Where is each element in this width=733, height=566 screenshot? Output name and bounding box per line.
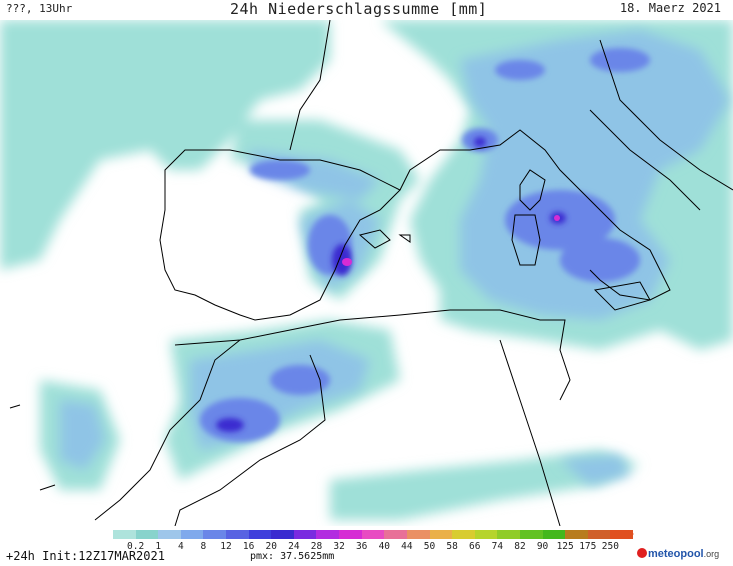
scale-tick-label: 1 [155, 541, 162, 552]
scale-segment [135, 530, 159, 539]
forecast-date: 18. Maerz 2021 [619, 1, 721, 15]
scale-tick-label: 24 [288, 541, 300, 552]
scale-segment [497, 530, 520, 539]
scale-tick-label: 250 [601, 541, 619, 552]
scale-tick-label: 125 [556, 541, 574, 552]
scale-tick-label: 90 [536, 541, 549, 552]
scale-segment [406, 530, 430, 539]
scale-segment [452, 530, 475, 539]
color-scale-bar [113, 530, 634, 539]
precip-layer-heavy [216, 137, 566, 432]
scale-tick-label: 40 [378, 541, 391, 552]
precipitation-map [0, 20, 733, 526]
scale-segment [565, 530, 588, 539]
scale-tick-label: 32 [333, 541, 345, 552]
logo-suffix: .org [703, 549, 720, 559]
scale-tick-label: 66 [469, 541, 481, 552]
scale-segment [542, 530, 566, 539]
scale-tick-label: 0.2 [127, 541, 145, 552]
logo-dot-icon [637, 548, 647, 558]
scale-tick-label: 36 [355, 541, 368, 552]
scale-segment [519, 530, 543, 539]
scale-overflow-arrow [628, 530, 634, 538]
map-title: 24h Niederschlagssumme [mm] [230, 0, 488, 18]
scale-tick-label: 50 [423, 541, 436, 552]
scale-segment [113, 530, 136, 539]
scale-segment [226, 530, 249, 539]
scale-tick-label: 44 [401, 541, 413, 552]
valid-time-label: ???, 13Uhr [6, 2, 73, 15]
scale-segment [248, 530, 272, 539]
scale-tick-label: 58 [446, 541, 458, 552]
scale-segment [339, 530, 362, 539]
scale-tick-label: 82 [514, 541, 526, 552]
scale-segment [587, 530, 611, 539]
coastlines [9, 20, 733, 526]
scale-tick-label: 20 [265, 541, 277, 552]
scale-segment [610, 530, 634, 539]
scale-segment [429, 530, 453, 539]
scale-segment [271, 530, 294, 539]
scale-segment [316, 530, 340, 539]
scale-segment [158, 530, 181, 539]
scale-tick-label: 4 [177, 541, 184, 552]
color-scale-ticks: 0.2 1 4 8 12 16 20 24 28 32 36 40 44 50 58 66 74 82 90 125 1… [104, 541, 644, 553]
meteopool-logo: meteopool.org [637, 548, 719, 560]
logo-text: meteopool [648, 548, 704, 560]
scale-tick-label: 175 [579, 541, 597, 552]
scale-tick-label: 8 [200, 541, 207, 552]
scale-segment [203, 530, 227, 539]
scale-segment [384, 530, 407, 539]
scale-segment [293, 530, 317, 539]
scale-segment [474, 530, 498, 539]
max-precip-label: pmx: 37.5625mm [250, 551, 335, 562]
scale-tick-label: 16 [242, 541, 255, 552]
scale-tick-label: 74 [491, 541, 504, 552]
scale-segment [361, 530, 385, 539]
precip-layer-extreme [342, 215, 560, 266]
scale-segment [180, 530, 204, 539]
scale-tick-label: 28 [310, 541, 323, 552]
precip-layer-medium [200, 48, 650, 442]
scale-tick-label: 12 [220, 541, 232, 552]
run-init-label: +24h Init:12Z17MAR2021 [6, 549, 165, 563]
